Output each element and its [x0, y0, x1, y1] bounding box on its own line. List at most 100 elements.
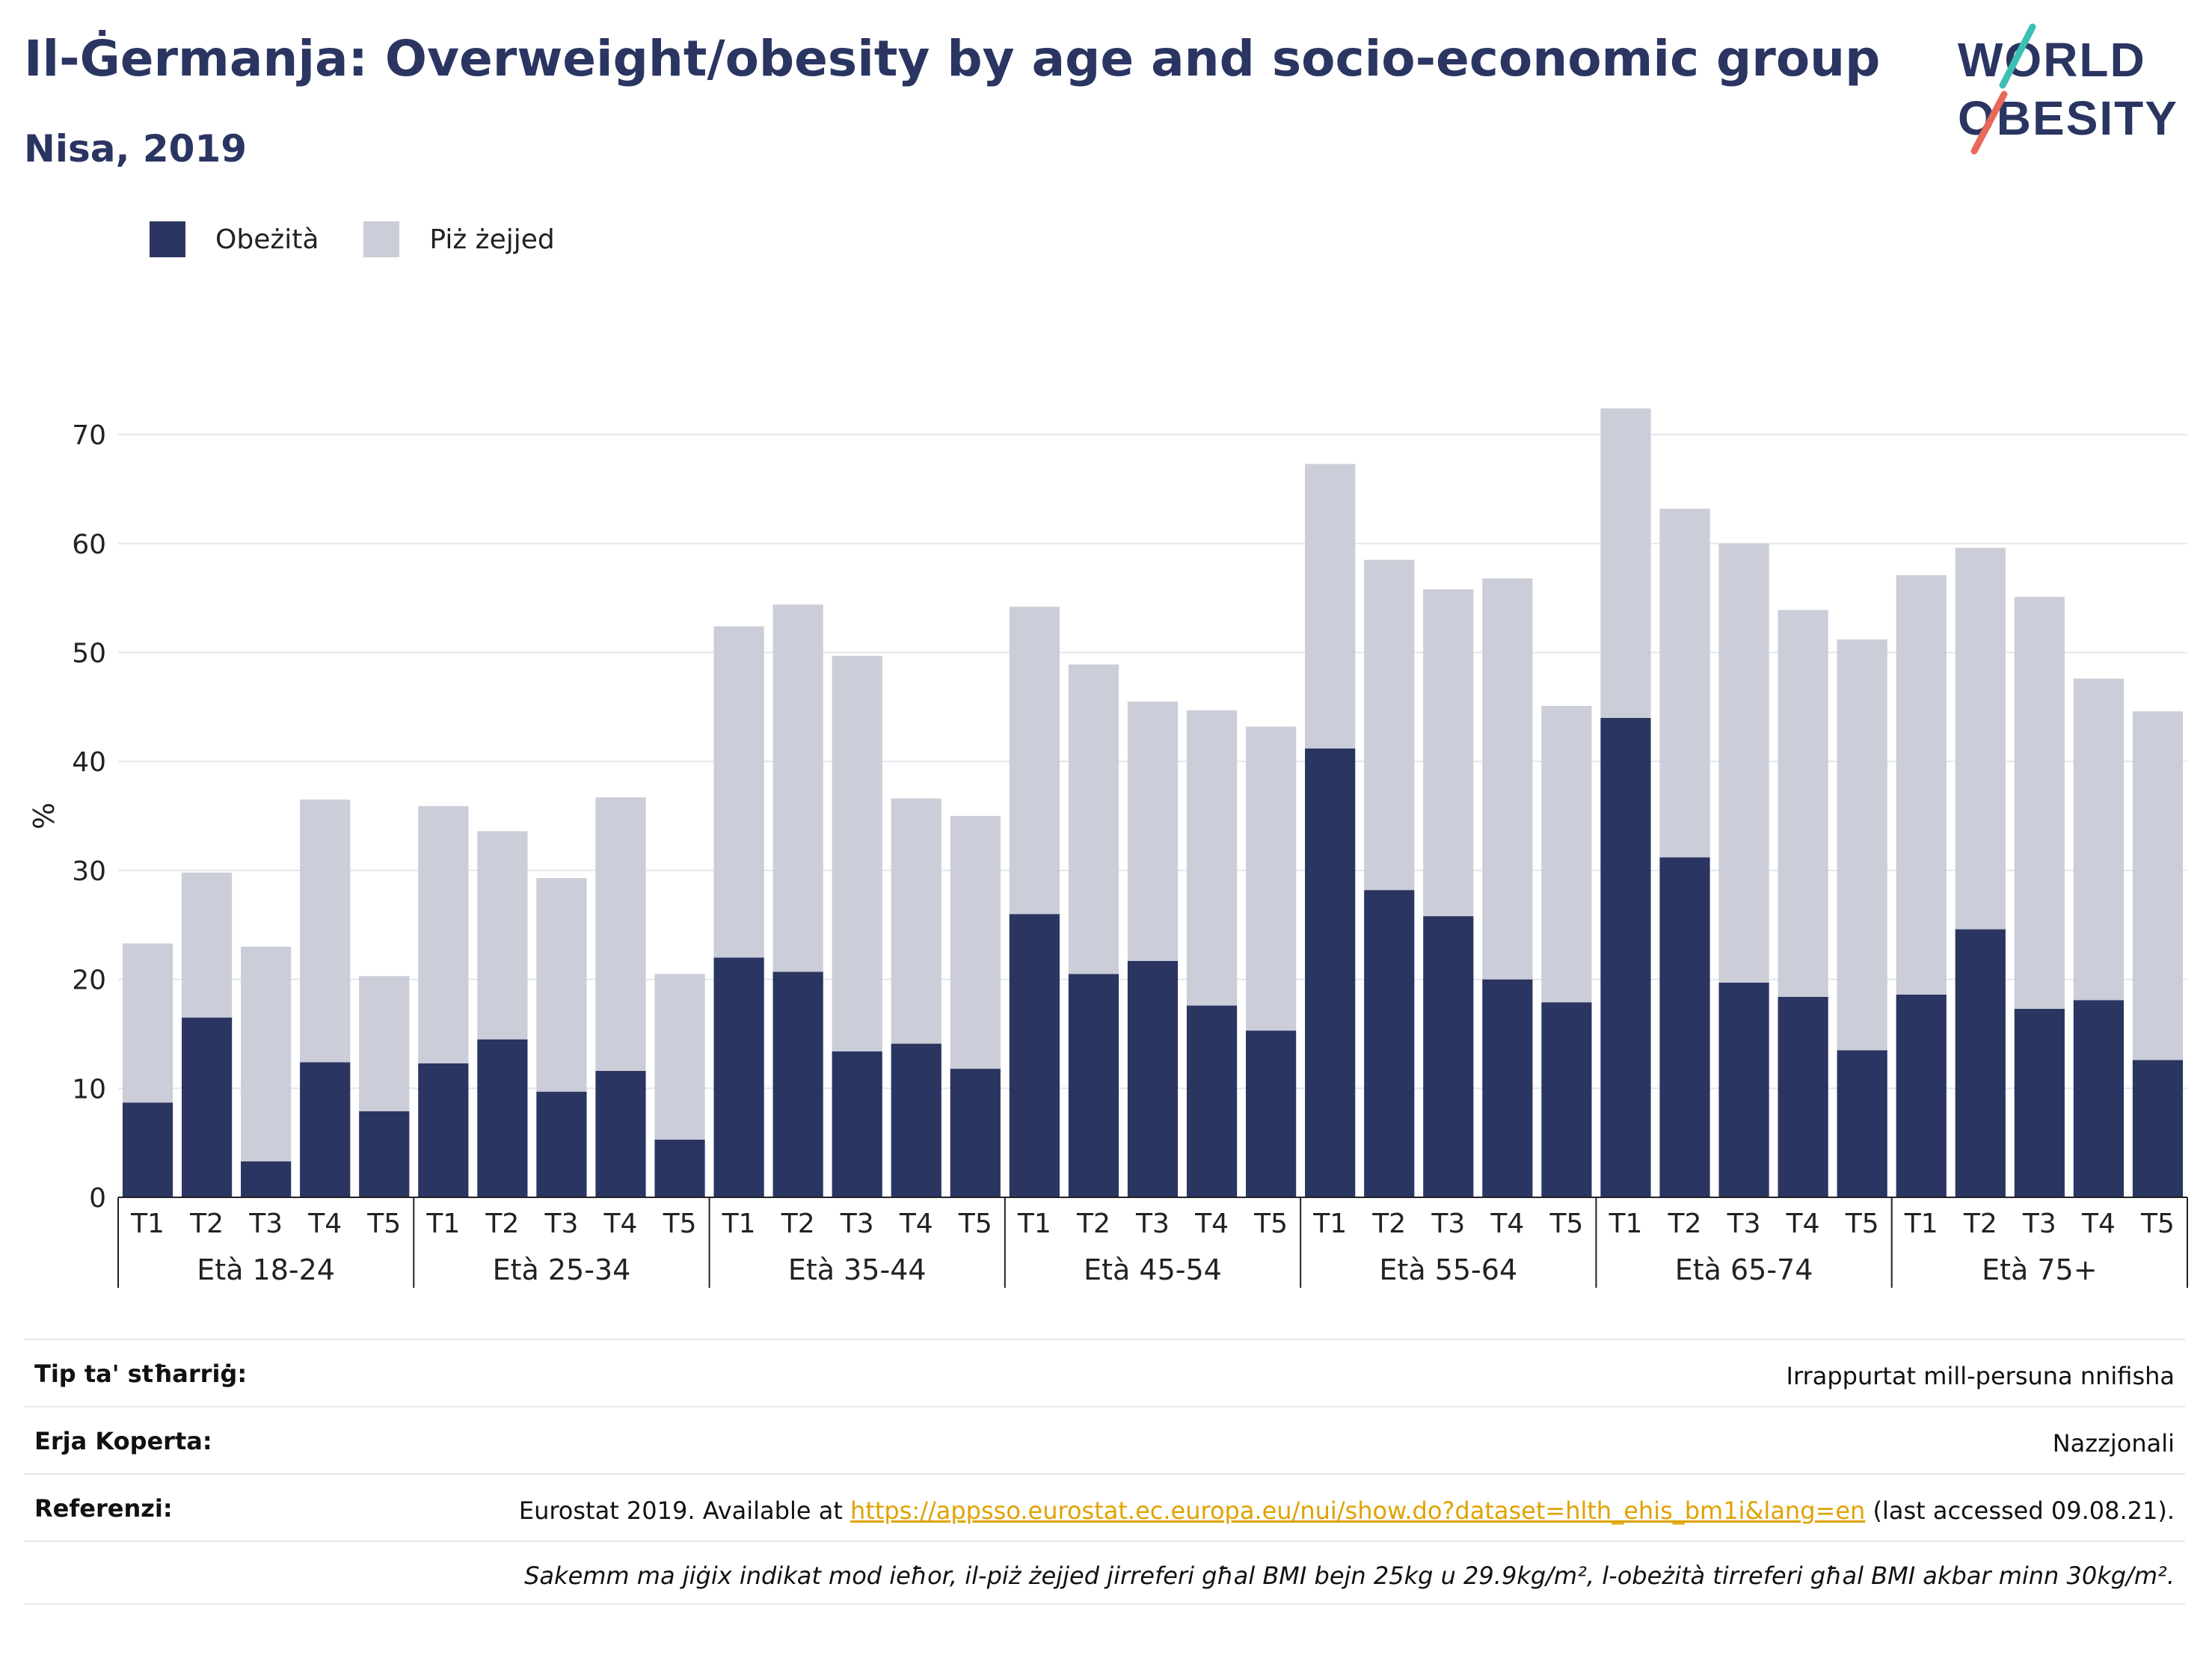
bar-obesity — [122, 1102, 173, 1197]
x-group-label: Età 65-74 — [1675, 1253, 1813, 1286]
x-tick-label: T4 — [603, 1209, 638, 1239]
reference-link[interactable]: https://appsso.eurostat.ec.europa.eu/nui… — [850, 1496, 1866, 1525]
bar-obesity — [1955, 929, 2006, 1197]
bar-overweight — [2073, 678, 2125, 1001]
bar-obesity — [1364, 890, 1415, 1197]
x-tick-label: T4 — [2081, 1209, 2116, 1239]
bar-obesity — [832, 1051, 882, 1197]
bar-overweight — [1364, 559, 1415, 891]
x-tick-label: T4 — [1490, 1209, 1524, 1239]
x-tick-label: T1 — [1017, 1209, 1051, 1239]
x-tick-label: T3 — [2022, 1209, 2056, 1239]
x-tick-label: T3 — [1727, 1209, 1761, 1239]
bar-obesity — [1541, 1002, 1592, 1197]
logo-line1: WORLD — [1958, 33, 2146, 87]
bar-obesity — [1718, 982, 1769, 1197]
bar-overweight — [359, 976, 410, 1111]
legend-swatch-overweight — [363, 221, 400, 257]
bar-obesity — [2132, 1060, 2184, 1197]
bar-overweight — [536, 878, 587, 1092]
x-group-label: Età 18-24 — [197, 1253, 335, 1286]
x-tick-label: T2 — [485, 1209, 519, 1239]
bar-overweight — [1600, 408, 1651, 718]
bar-overweight — [477, 831, 528, 1040]
bar-obesity — [300, 1062, 351, 1197]
x-tick-label: T3 — [248, 1209, 283, 1239]
x-tick-label: T1 — [722, 1209, 756, 1239]
x-tick-label: T2 — [1371, 1209, 1406, 1239]
y-tick-label: 70 — [72, 420, 106, 451]
x-group-label: Età 55-64 — [1379, 1253, 1517, 1286]
bar-overweight — [418, 805, 469, 1063]
bar-overweight — [1305, 464, 1356, 749]
chart-legend: Obeżità Piż żejjed — [150, 221, 600, 257]
x-tick-label: T5 — [1253, 1209, 1288, 1239]
y-tick-label: 60 — [72, 529, 106, 560]
y-tick-label: 30 — [72, 856, 106, 887]
bar-obesity — [1659, 857, 1710, 1197]
bar-obesity — [1068, 974, 1119, 1197]
legend-item-overweight: Piż żejjed — [363, 221, 555, 257]
x-group-label: Età 75+ — [1982, 1253, 2097, 1286]
x-tick-label: T2 — [1963, 1209, 1997, 1239]
bar-overweight — [891, 798, 941, 1044]
logo-teal-stroke — [1999, 23, 2036, 89]
bar-obesity — [1127, 960, 1179, 1197]
bar-overweight — [1541, 705, 1592, 1003]
y-tick-label: 0 — [89, 1183, 106, 1214]
x-tick-label: T5 — [1845, 1209, 1879, 1239]
x-tick-label: T3 — [840, 1209, 874, 1239]
x-tick-label: T5 — [2140, 1209, 2175, 1239]
bar-obesity — [1009, 914, 1060, 1197]
world-obesity-logo: WORLD OBESITY — [1958, 23, 2177, 155]
bar-obesity — [477, 1039, 528, 1197]
bar-overweight — [1482, 578, 1533, 980]
bar-overweight — [1068, 664, 1119, 974]
y-tick-label: 20 — [72, 965, 106, 996]
chart-footer: Tip ta' stħarriġ: Irrappurtat mill-persu… — [24, 1339, 2185, 1605]
bar-obesity — [536, 1091, 587, 1197]
x-tick-label: T3 — [544, 1209, 578, 1239]
chart-subtitle: Nisa, 2019 — [24, 127, 248, 171]
footer-value-survey-type: Irrappurtat mill-persuna nnifisha — [1786, 1362, 2175, 1390]
bar-obesity — [181, 1017, 233, 1197]
bar-overweight — [1718, 543, 1769, 983]
bar-obesity — [1482, 979, 1533, 1197]
bar-obesity — [1896, 994, 1947, 1197]
bar-obesity — [950, 1069, 1001, 1197]
bar-obesity — [1837, 1050, 1887, 1197]
x-tick-label: T2 — [189, 1209, 224, 1239]
x-tick-label: T5 — [1549, 1209, 1583, 1239]
footer-note: Sakemm ma jiġix indikat mod ieħor, il-pi… — [524, 1562, 2175, 1590]
bar-overweight — [832, 655, 882, 1051]
x-group-label: Età 35-44 — [788, 1253, 927, 1286]
legend-swatch-obesity — [150, 221, 185, 257]
y-axis-label: % — [28, 802, 61, 829]
bar-obesity — [241, 1161, 292, 1197]
x-tick-label: T1 — [1312, 1209, 1347, 1239]
bar-obesity — [2073, 1000, 2125, 1197]
bar-obesity — [1246, 1031, 1297, 1197]
x-tick-label: T4 — [1786, 1209, 1820, 1239]
legend-label-overweight: Piż żejjed — [429, 224, 555, 255]
bar-overweight — [950, 816, 1001, 1069]
footer-label-survey-type: Tip ta' stħarriġ: — [34, 1360, 248, 1388]
bar-overweight — [122, 943, 173, 1103]
x-tick-label: T1 — [1609, 1209, 1643, 1239]
x-group-label: Età 45-54 — [1084, 1253, 1222, 1286]
bar-overweight — [1659, 509, 1710, 858]
bar-overweight — [241, 946, 292, 1161]
x-tick-label: T2 — [781, 1209, 815, 1239]
footer-row-references: Referenzi: Eurostat 2019. Available at h… — [24, 1473, 2185, 1541]
y-tick-label: 40 — [72, 747, 106, 778]
bar-obesity — [1186, 1005, 1238, 1197]
bar-obesity — [772, 971, 823, 1197]
bar-overweight — [772, 604, 823, 972]
footer-row-note: Sakemm ma jiġix indikat mod ieħor, il-pi… — [24, 1541, 2185, 1603]
x-tick-label: T3 — [1431, 1209, 1465, 1239]
bar-obesity — [2014, 1008, 2065, 1197]
bar-overweight — [1186, 710, 1238, 1006]
y-tick-label: 10 — [72, 1074, 106, 1105]
x-tick-label: T5 — [663, 1209, 697, 1239]
bar-overweight — [1837, 639, 1887, 1051]
